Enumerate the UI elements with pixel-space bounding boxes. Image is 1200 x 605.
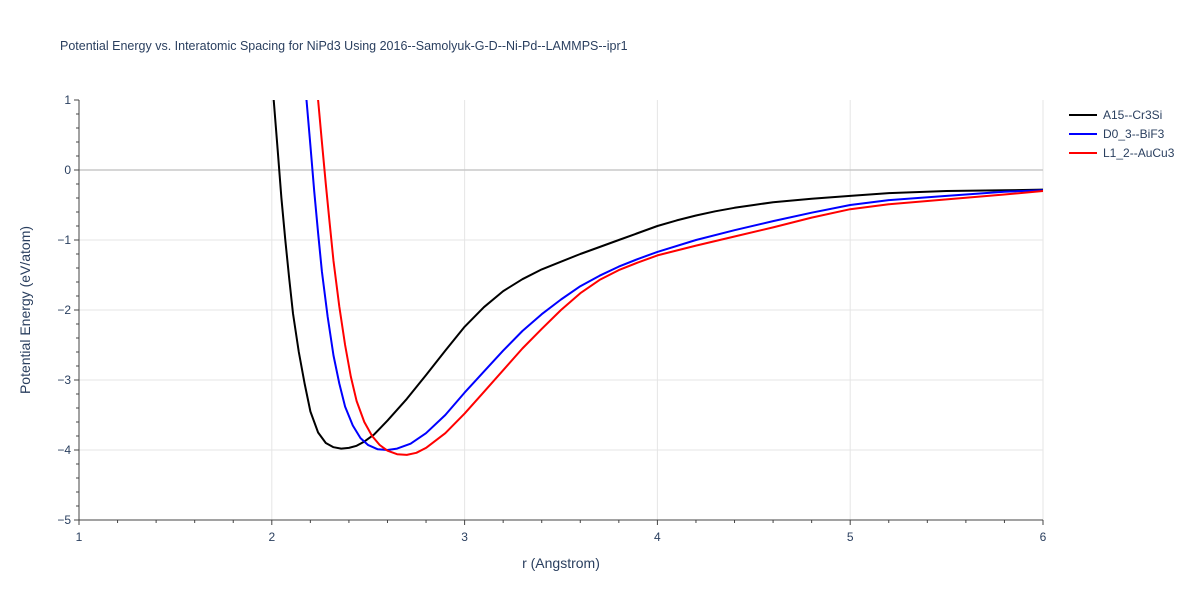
legend-label: A15--Cr3Si [1103, 108, 1162, 122]
chart-title: Potential Energy vs. Interatomic Spacing… [60, 39, 628, 53]
y-tick-label: 0 [64, 163, 71, 177]
legend-label: D0_3--BiF3 [1103, 127, 1165, 141]
y-axis-title: Potential Energy (eV/atom) [17, 226, 33, 394]
x-tick-label: 1 [76, 530, 83, 544]
y-tick-label: −2 [57, 303, 71, 317]
series-line-3 [317, 100, 1043, 456]
x-tick-label: 4 [654, 530, 661, 544]
x-tick-label: 2 [268, 530, 275, 544]
y-tick-label: 1 [64, 93, 71, 107]
axes: 1 2 3 4 5 6 1 0 −1 −2 −3 −4 −5 [57, 93, 1046, 544]
legend-label: L1_2--AuCu3 [1103, 146, 1175, 160]
plot-area [272, 100, 1043, 456]
x-tick-label: 6 [1040, 530, 1047, 544]
series-line-1 [272, 100, 1043, 450]
y-tick-label: −4 [57, 443, 71, 457]
y-tick-label: −3 [57, 373, 71, 387]
legend: A15--Cr3Si D0_3--BiF3 L1_2--AuCu3 [1069, 108, 1175, 160]
series-line-2 [305, 100, 1043, 451]
y-tick-label: −5 [57, 513, 71, 527]
grid [79, 100, 1044, 520]
x-tick-label: 3 [461, 530, 468, 544]
x-axis-title: r (Angstrom) [522, 555, 600, 571]
y-tick-label: −1 [57, 233, 71, 247]
x-tick-label: 5 [847, 530, 854, 544]
